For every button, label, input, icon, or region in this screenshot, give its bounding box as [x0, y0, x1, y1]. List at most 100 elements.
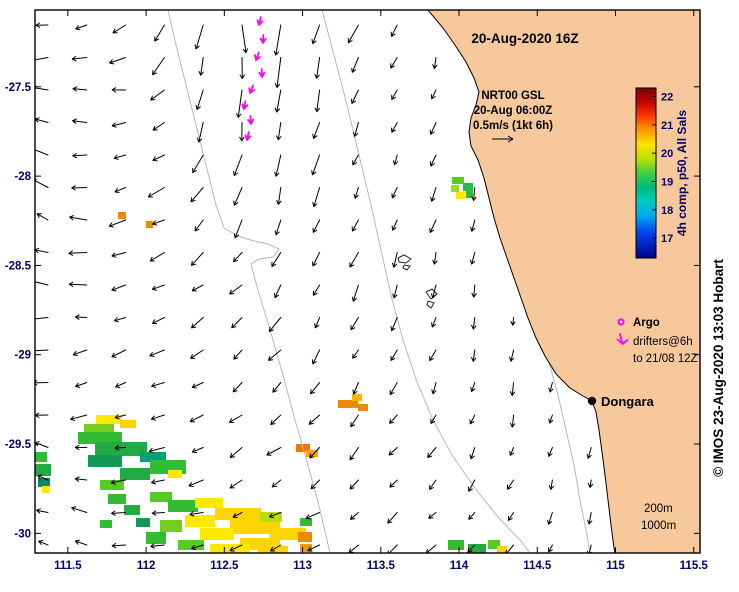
vector-arrow — [152, 154, 165, 162]
vector-arrow — [547, 512, 553, 525]
vector-arrow — [112, 24, 127, 34]
vector-arrow — [312, 252, 321, 267]
vector-arrow — [351, 284, 359, 302]
vector-arrow — [189, 414, 204, 423]
vector-arrow — [429, 154, 437, 167]
vector-arrow — [310, 382, 321, 395]
vector-arrow — [190, 187, 204, 203]
vector-arrow — [111, 252, 127, 258]
vector-arrow — [197, 122, 204, 143]
drifter-arrow-icon — [616, 333, 629, 345]
vector-arrow — [391, 219, 398, 231]
vector-arrow — [189, 511, 204, 517]
vector-arrow — [312, 187, 321, 208]
date-title: 20-Aug-2020 16Z — [471, 31, 578, 46]
land-mass — [427, 10, 700, 553]
x-axis-tick-label: 111.5 — [54, 560, 82, 572]
vector-arrow — [429, 219, 437, 233]
vector-arrow — [389, 382, 398, 396]
argo-marker-center — [619, 320, 623, 324]
vector-arrow — [349, 479, 359, 490]
vector-arrow — [154, 24, 165, 42]
y-axis-tick-label: -30 — [14, 528, 31, 540]
vector-arrow — [191, 284, 204, 292]
vector-arrow — [150, 414, 165, 421]
vector-arrow — [392, 154, 399, 166]
vector-arrow — [347, 24, 359, 44]
salinity-patch — [108, 494, 126, 504]
vector-arrow — [388, 447, 398, 456]
vector-arrow — [509, 447, 515, 456]
vector-arrow — [236, 89, 243, 118]
vector-arrow — [152, 219, 165, 226]
map-render-layers: 22 21 20 19 18 17 111.5 112 112.5 113 113.5 114 114.… — [5, 9, 708, 572]
vector-arrow — [233, 187, 243, 206]
vector-arrow — [151, 382, 165, 388]
vector-arrow — [351, 219, 359, 232]
vector-arrow — [351, 89, 359, 104]
x-axis-tick-label: 113 — [293, 560, 312, 572]
vector-arrow — [152, 122, 165, 131]
vector-arrow — [350, 512, 359, 520]
vector-arrow — [35, 281, 49, 286]
salinity-patch — [488, 540, 500, 549]
vector-arrow — [231, 317, 243, 329]
vector-arrow — [314, 317, 321, 329]
vector-arrow — [274, 284, 282, 299]
vector-arrow — [35, 22, 49, 28]
vector-arrow — [35, 348, 49, 354]
vector-arrow — [37, 474, 49, 481]
vector-arrow — [114, 187, 127, 193]
vector-arrow — [273, 24, 282, 56]
vector-arrow — [471, 349, 477, 362]
vector-arrow — [305, 512, 321, 520]
vector-arrow — [190, 349, 204, 359]
vector-arrow — [429, 479, 437, 490]
vector-arrow — [229, 447, 243, 458]
salinity-patch — [84, 424, 114, 434]
vector-arrow — [271, 479, 282, 488]
vector-arrow — [72, 349, 88, 357]
vector-arrow — [390, 57, 398, 69]
vector-arrow — [71, 185, 88, 191]
vector-arrow — [151, 479, 165, 485]
vector-arrow — [35, 412, 49, 418]
salinity-patch — [100, 520, 112, 528]
vector-arrow — [259, 34, 267, 44]
y-axis-tick-label: -28.5 — [5, 260, 32, 272]
x-axis-tick-label: 115 — [606, 560, 625, 572]
vector-arrow — [114, 317, 127, 323]
vector-arrow — [198, 57, 204, 76]
vector-arrow — [391, 89, 398, 100]
dongara-label: Dongara — [601, 394, 655, 409]
x-axis-tick-label: 113.5 — [367, 560, 396, 572]
vector-arrow — [72, 153, 88, 159]
vector-arrow — [148, 447, 165, 454]
vector-arrow — [75, 382, 88, 388]
vector-arrow — [430, 414, 437, 424]
vector-arrow — [74, 476, 88, 482]
vector-arrow — [194, 219, 204, 232]
vector-arrow — [507, 512, 515, 521]
vector-arrow — [390, 317, 398, 332]
vector-arrow — [274, 154, 282, 177]
y-axis-tick-label: -29.5 — [5, 439, 32, 451]
x-axis-tick-label: 114.5 — [523, 560, 552, 572]
vector-arrow — [229, 284, 243, 295]
salinity-patch — [150, 492, 172, 502]
salinity-patch — [146, 221, 153, 228]
vector-arrow — [192, 154, 204, 174]
vector-arrow — [311, 24, 321, 45]
salinity-patch — [168, 470, 182, 478]
vector-arrow — [69, 215, 88, 221]
vector-arrow — [387, 512, 398, 524]
vector-arrow — [428, 512, 437, 519]
vector-arrow — [152, 57, 165, 76]
salinity-patch — [448, 540, 464, 550]
colorbar-title: 4h comp, p50, All Sals — [675, 110, 689, 237]
vector-arrow — [470, 219, 476, 232]
salinity-patch — [120, 468, 150, 480]
salinity-patch — [78, 432, 122, 444]
